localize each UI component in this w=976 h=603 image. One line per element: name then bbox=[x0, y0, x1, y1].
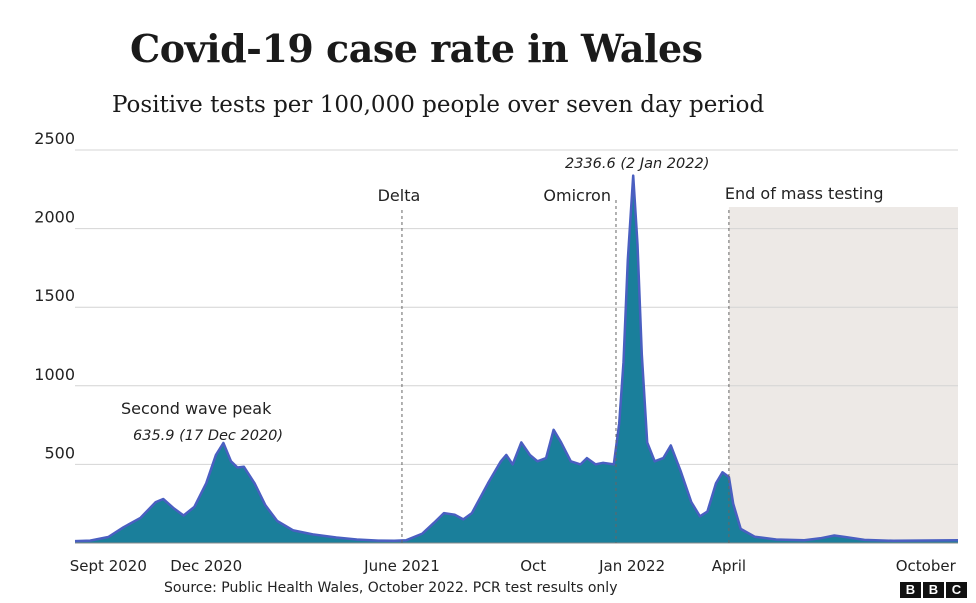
y-tick-label: 1000 bbox=[34, 365, 75, 384]
marker-label: End of mass testing bbox=[725, 184, 884, 203]
y-tick-label: 2000 bbox=[34, 208, 75, 227]
marker-label: Delta bbox=[378, 186, 421, 205]
annotation-value: 635.9 (17 Dec 2020) bbox=[133, 428, 283, 444]
x-tick-label: Sept 2020 bbox=[70, 557, 147, 575]
logo-letter: B bbox=[923, 582, 944, 598]
logo-letter: C bbox=[946, 582, 967, 598]
annotation-value: 2336.6 (2 Jan 2022) bbox=[565, 156, 709, 172]
x-tick-label: April bbox=[712, 557, 746, 575]
bbc-logo: B B C bbox=[900, 582, 967, 598]
marker-label: Omicron bbox=[543, 186, 611, 205]
series-area bbox=[75, 175, 958, 543]
shaded-region bbox=[728, 207, 958, 543]
x-tick-label: Dec 2020 bbox=[170, 557, 242, 575]
x-tick-label: Oct bbox=[520, 557, 546, 575]
logo-letter: B bbox=[900, 582, 921, 598]
y-tick-label: 500 bbox=[44, 443, 75, 462]
y-tick-label: 1500 bbox=[34, 286, 75, 305]
y-tick-label: 2500 bbox=[34, 129, 75, 148]
series-line bbox=[74, 174, 959, 543]
x-tick-label: Jan 2022 bbox=[598, 557, 665, 575]
chart-title: Covid-19 case rate in Wales bbox=[130, 26, 703, 71]
annotation-label: Second wave peak bbox=[121, 399, 272, 418]
source-note: Source: Public Health Wales, October 202… bbox=[164, 580, 618, 596]
chart-subtitle: Positive tests per 100,000 people over s… bbox=[112, 92, 765, 118]
x-tick-label: June 2021 bbox=[363, 557, 440, 575]
x-tick-label: October bbox=[896, 557, 957, 575]
